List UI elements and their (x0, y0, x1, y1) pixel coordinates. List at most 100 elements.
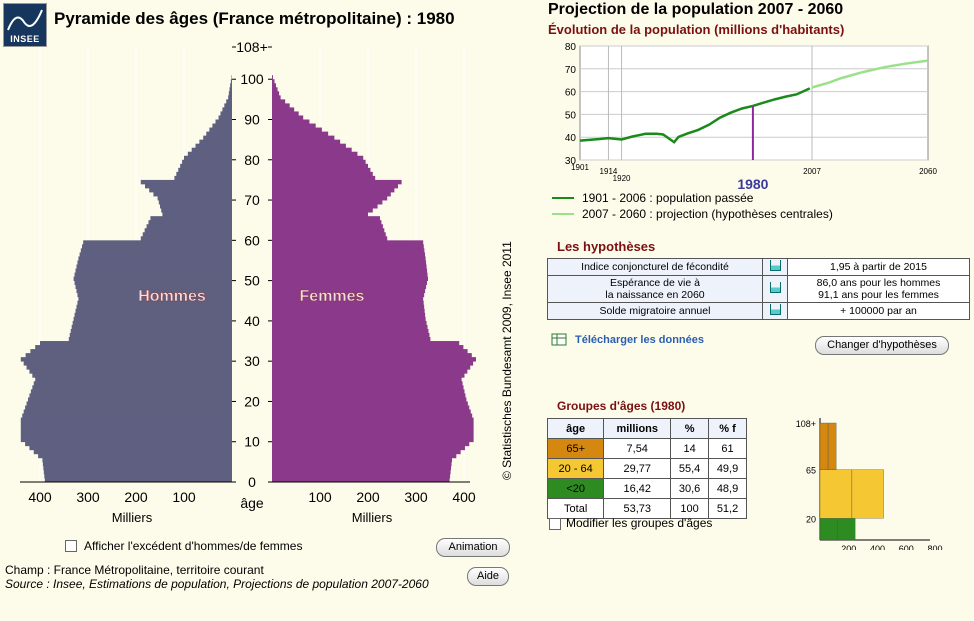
change-hypotheses-button[interactable]: Changer d'hypothèses (815, 336, 949, 355)
pyramid-bar-men (77, 300, 232, 306)
animation-button[interactable]: Animation (436, 538, 510, 557)
pyramid-bar-men (160, 204, 232, 209)
pyramid-bar-women (272, 139, 341, 145)
pyramid-bar-women (272, 256, 426, 261)
pyramid-bar-women (272, 123, 316, 128)
pyramid-bar-men (150, 216, 232, 221)
download-data-link[interactable]: Télécharger les données (575, 334, 704, 346)
pyramid-bar-women (272, 204, 378, 209)
group-cell[interactable]: 20 - 64 (546, 458, 605, 479)
age-axis-label: âge (240, 495, 264, 511)
pyramid-bar-men (33, 381, 233, 386)
legend-past: 1901 - 2006 : population passée (582, 191, 754, 205)
pyramid-bar-women (272, 433, 474, 439)
table-cell: 7,54 (603, 438, 672, 459)
age-tick-label: 70 (244, 192, 260, 208)
pyramid-bar-women (272, 179, 402, 185)
pyramid-bar-men (32, 385, 232, 390)
pyramid-bar-women (272, 445, 465, 451)
hypothesis-value: 1,95 à partir de 2015 (787, 258, 970, 276)
pyramid-bar-women (272, 224, 383, 229)
pyramid-bar-men (76, 288, 232, 294)
header-cell: millions (603, 418, 672, 439)
pyramid-bar-women (272, 91, 280, 96)
pyramid-bar-men (73, 276, 232, 282)
pyramid-bar-women (272, 312, 426, 318)
pyramid-bar-women (272, 389, 465, 394)
hypotheses-title: Les hypothèses (557, 239, 656, 254)
migration-glass-icon[interactable] (762, 302, 788, 320)
pyramid-bar-men (145, 183, 232, 189)
age-tick-label: 20 (244, 393, 260, 409)
pyramid-bar-men (69, 332, 232, 338)
table-cell: 55,4 (670, 458, 710, 479)
y-tick-label: 50 (565, 110, 577, 121)
life-expectancy-glass-icon[interactable] (762, 275, 788, 303)
projection-title: Projection de la population 2007 - 2060 (548, 1, 844, 18)
pyramid-bar-women (272, 393, 466, 398)
pyramid-bar-women (272, 421, 474, 427)
pyramid-bar-women (272, 200, 383, 205)
excess-checkbox[interactable] (65, 540, 77, 552)
pyramid-bar-women (272, 401, 468, 406)
pyramid-bar-women (272, 429, 474, 435)
pyramid-bar-women (272, 469, 451, 475)
pyramid-bar-women (272, 119, 310, 124)
help-button[interactable]: Aide (467, 567, 509, 586)
pyramid-bar-men (76, 304, 232, 310)
pyramid-bar-women (272, 75, 273, 80)
y-tick-label: 30 (565, 156, 577, 167)
modify-groups-checkbox[interactable] (549, 518, 561, 530)
mini-x-tick: 200 (841, 544, 856, 550)
pyramid-bar-men (224, 103, 232, 108)
pyramid-bar-men (42, 457, 233, 463)
x-tick-label: 400 (452, 489, 476, 505)
table-row: 65+ 7,54 14 61 (546, 438, 747, 459)
age-tick-label: 108+ (236, 39, 268, 55)
pyramid-bar-women (272, 276, 428, 282)
table-cell: 49,9 (708, 458, 747, 479)
pyramid-bar-women (272, 308, 425, 314)
past-line (579, 87, 811, 144)
pyramid-bar-men (229, 87, 232, 92)
pyramid-bar-women (272, 99, 286, 104)
pyramid-bar-men (77, 292, 232, 298)
pyramid-bar-women (272, 192, 391, 197)
age-tick-label: 30 (244, 353, 260, 369)
pyramid-bar-men (74, 312, 232, 318)
pyramid-bar-women (272, 461, 452, 467)
pyramid-bar-men (78, 256, 233, 261)
pyramid-bar-men (140, 236, 232, 241)
fertility-glass-icon[interactable] (762, 258, 788, 276)
pyramid-bar-men (28, 397, 232, 402)
pyramid-bar-men (75, 268, 233, 273)
age-tick-label: 10 (244, 434, 260, 450)
age-groups-title: Groupes d'âges (1980) (557, 399, 686, 413)
projection-line (811, 59, 929, 89)
women-label: Femmes (300, 288, 365, 305)
y-tick-label: 80 (565, 42, 577, 53)
pyramid-bar-women (272, 357, 476, 362)
hypothesis-label: Espérance de vie à la naissance en 2060 (547, 275, 763, 303)
pyramid-bar-men (38, 453, 232, 459)
pyramid-bar-men (30, 389, 232, 394)
group-cell[interactable]: 65+ (546, 438, 605, 459)
hypothesis-row-migration: Solde migratoire annuel + 100000 par an (547, 302, 970, 320)
table-cell: 51,2 (708, 498, 747, 519)
table-cell: 30,6 (670, 478, 710, 499)
pyramid-bar-women (272, 107, 295, 112)
pyramid-bar-women (272, 292, 425, 298)
y-tick-label: 60 (565, 88, 577, 99)
pyramid-bar-men (157, 196, 232, 201)
spreadsheet-icon[interactable] (551, 333, 569, 347)
pyramid-bar-men (43, 469, 233, 475)
group-cell[interactable]: <20 (546, 478, 605, 499)
mini-y-tick: 108+ (796, 419, 816, 429)
pyramid-bar-men (77, 260, 232, 265)
pyramid-bar-men (187, 151, 232, 157)
pyramid-bar-women (272, 135, 335, 141)
pyramid-bar-men (180, 163, 232, 169)
pyramid-bar-men (195, 143, 232, 149)
pyramid-bar-men (182, 159, 232, 165)
pyramid-bar-men (20, 357, 232, 362)
